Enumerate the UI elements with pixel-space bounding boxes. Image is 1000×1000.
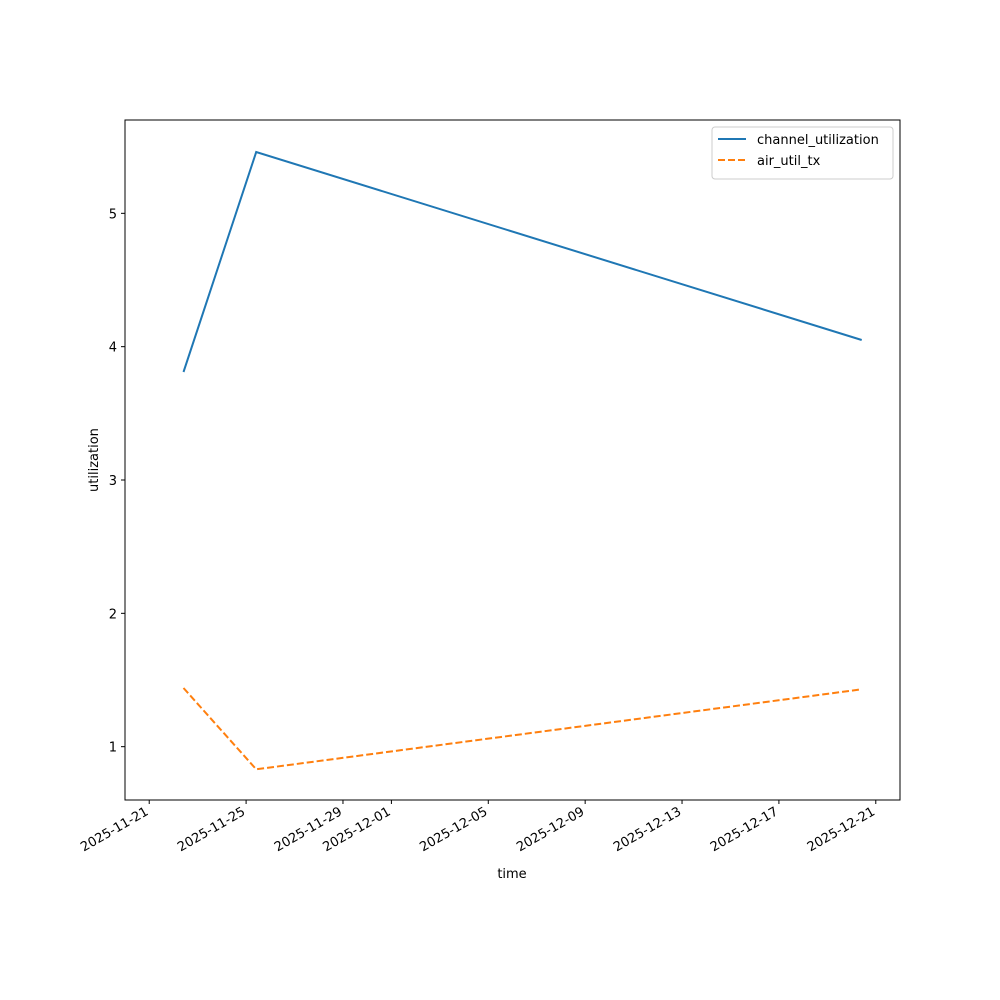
x-axis-label: time xyxy=(497,867,526,882)
y-tick-label: 5 xyxy=(109,207,117,222)
y-tick-label: 3 xyxy=(109,474,117,489)
series-line-channel-utilization xyxy=(182,150,862,373)
plot-lines xyxy=(182,150,862,771)
y-tick-label: 2 xyxy=(109,607,117,622)
series-line-air-util-tx xyxy=(182,687,862,771)
y-tick-label: 1 xyxy=(109,741,117,756)
y-axis: 1 2 3 4 5 xyxy=(109,207,125,756)
plot-frame xyxy=(124,119,901,801)
legend-box xyxy=(711,126,894,180)
legend: channel_utilization air_util_tx xyxy=(711,126,894,180)
legend-label: channel_utilization xyxy=(757,133,879,148)
legend-label: air_util_tx xyxy=(757,154,821,169)
y-tick-label: 4 xyxy=(109,341,117,356)
y-axis-label: utilization xyxy=(87,428,102,492)
